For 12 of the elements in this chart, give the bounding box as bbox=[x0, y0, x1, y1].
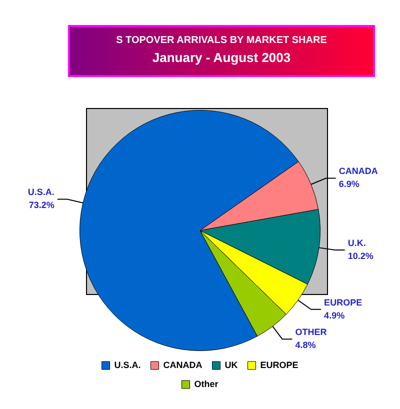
legend-label: Other bbox=[194, 378, 219, 389]
data-label: OTHER 4.8% bbox=[295, 327, 328, 350]
data-label: U.S.A. 73.2% bbox=[28, 187, 54, 210]
legend-label: UK bbox=[224, 360, 238, 370]
data-label: CANADA 6.9% bbox=[338, 166, 378, 190]
chart-title: S TOPOVER ARRIVALS BY MARKET SHARE bbox=[115, 35, 328, 46]
legend-label: U.S.A. bbox=[114, 360, 141, 370]
data-label: EUROPE 4.9% bbox=[324, 297, 362, 320]
data-label: U.K. 10.2% bbox=[348, 238, 374, 261]
legend-label: EUROPE bbox=[260, 360, 298, 370]
chart-subtitle: January - August 2003 bbox=[151, 50, 292, 65]
legend-label: CANADA bbox=[163, 360, 203, 370]
